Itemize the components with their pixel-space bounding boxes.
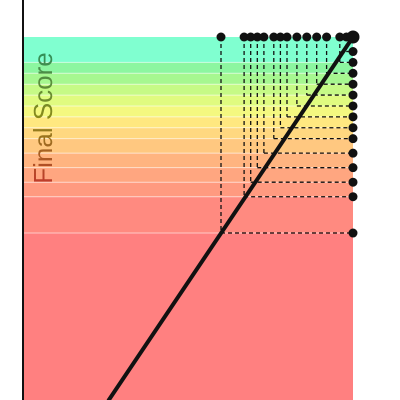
threshold-top-marker bbox=[239, 32, 249, 42]
threshold-right-marker bbox=[348, 228, 358, 238]
score-band bbox=[23, 105, 353, 117]
threshold-top-marker bbox=[322, 32, 332, 42]
score-band bbox=[23, 95, 353, 106]
threshold-right-marker bbox=[348, 112, 358, 122]
score-band bbox=[23, 37, 353, 63]
threshold-right-marker bbox=[348, 134, 358, 144]
threshold-markers bbox=[216, 30, 360, 238]
threshold-top-marker bbox=[252, 32, 262, 42]
score-band bbox=[23, 233, 353, 400]
threshold-top-marker bbox=[269, 32, 279, 42]
score-band bbox=[23, 73, 353, 85]
threshold-right-marker bbox=[348, 101, 358, 111]
threshold-top-marker bbox=[275, 32, 285, 42]
threshold-right-marker bbox=[348, 57, 358, 67]
threshold-top-marker bbox=[246, 32, 256, 42]
corner-marker bbox=[346, 30, 360, 44]
threshold-right-marker bbox=[348, 177, 358, 187]
score-band bbox=[23, 153, 353, 168]
score-band bbox=[23, 127, 353, 139]
threshold-right-marker bbox=[348, 163, 358, 173]
y-axis-title-group: Final Score bbox=[28, 52, 58, 184]
threshold-right-marker bbox=[348, 47, 358, 57]
threshold-right-marker bbox=[348, 192, 358, 202]
threshold-right-marker bbox=[348, 79, 358, 89]
threshold-top-marker bbox=[259, 32, 269, 42]
threshold-top-marker bbox=[335, 32, 345, 42]
threshold-top-marker bbox=[312, 32, 322, 42]
score-band bbox=[23, 182, 353, 197]
y-axis-title: Final Score bbox=[28, 52, 58, 184]
score-band bbox=[23, 116, 353, 128]
threshold-right-marker bbox=[348, 148, 358, 158]
score-band bbox=[23, 196, 353, 234]
threshold-right-marker bbox=[348, 68, 358, 78]
score-band bbox=[23, 62, 353, 74]
score-line-group bbox=[106, 35, 353, 400]
threshold-top-marker bbox=[302, 32, 312, 42]
threshold-top-marker bbox=[282, 32, 292, 42]
threshold-top-marker bbox=[216, 32, 226, 42]
score-band bbox=[23, 167, 353, 183]
threshold-right-marker bbox=[348, 90, 358, 100]
score-bands bbox=[23, 37, 353, 400]
threshold-top-marker bbox=[292, 32, 302, 42]
score-band bbox=[23, 138, 353, 154]
score-line bbox=[106, 35, 353, 400]
threshold-right-marker bbox=[348, 123, 358, 133]
score-band bbox=[23, 84, 353, 96]
